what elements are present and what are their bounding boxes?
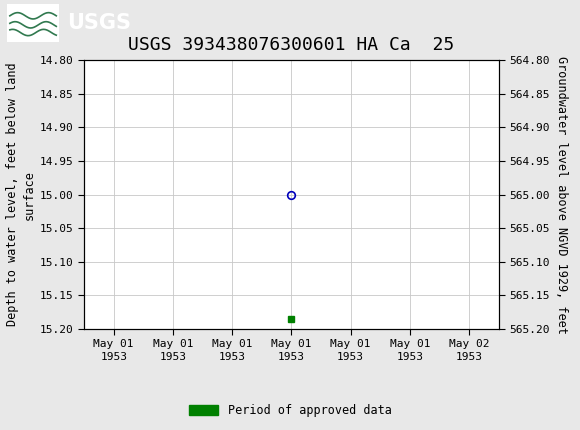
Legend: Period of approved data: Period of approved data — [184, 399, 396, 422]
Y-axis label: Groundwater level above NGVD 1929, feet: Groundwater level above NGVD 1929, feet — [555, 55, 568, 334]
Y-axis label: Depth to water level, feet below land
surface: Depth to water level, feet below land su… — [6, 63, 36, 326]
Title: USGS 393438076300601 HA Ca  25: USGS 393438076300601 HA Ca 25 — [128, 37, 455, 55]
Text: USGS: USGS — [67, 12, 130, 33]
Bar — [7, 3, 59, 42]
